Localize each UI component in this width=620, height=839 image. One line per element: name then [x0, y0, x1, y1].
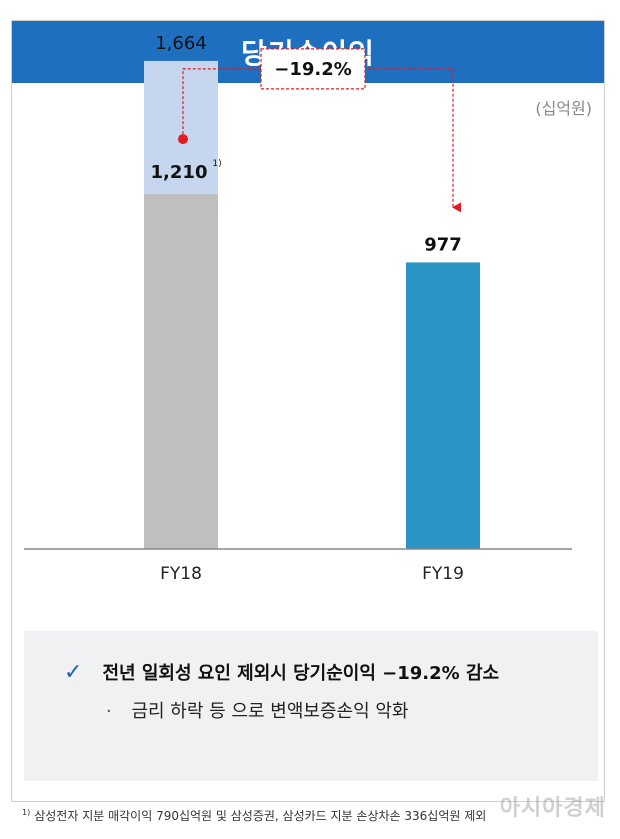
watermark-logo: 아시아경제 [499, 796, 606, 821]
change-annotation-label: −19.2% [274, 59, 352, 80]
inner-value-label: 1,210 [151, 162, 208, 183]
category-label-fy19: FY19 [422, 564, 464, 584]
bar-fy18-segment-1 [144, 60, 218, 195]
bar-chart: 1,664 FY18 977 FY19 1,210 1) −19.2% [24, 33, 572, 584]
summary-headline: 전년 일회성 요인 제외시 당기순이익 −19.2% 감소 [102, 663, 500, 684]
value-label-fy18: 1,664 [155, 33, 207, 54]
footnote-marker: 1) [22, 808, 31, 817]
check-icon: ✓ [64, 659, 83, 685]
bar-fy19-segment-0 [406, 262, 480, 549]
change-annotation-box [260, 48, 366, 90]
inner-footnote-marker: 1) [212, 159, 221, 169]
connector-start-dot [178, 134, 188, 145]
footnote: 1) 삼성전자 지분 매각이익 790십억원 및 삼성증권, 삼성카드 지분 손상… [22, 807, 602, 824]
bullet-dot: · [106, 701, 112, 722]
summary-detail: 금리 하락 등 으로 변액보증손익 악화 [131, 701, 409, 722]
footnote-text: 삼성전자 지분 매각이익 790십억원 및 삼성증권, 삼성카드 지분 손상차손… [34, 809, 487, 823]
value-label-fy19: 977 [424, 234, 462, 255]
unit-label: (십억원) [535, 99, 592, 118]
category-label-fy18: FY18 [160, 564, 202, 584]
bar-fy18-segment-0 [144, 194, 218, 550]
change-connector [182, 68, 461, 213]
summary-box: ✓ 전년 일회성 요인 제외시 당기순이익 −19.2% 감소 · 금리 하락 … [24, 631, 598, 781]
